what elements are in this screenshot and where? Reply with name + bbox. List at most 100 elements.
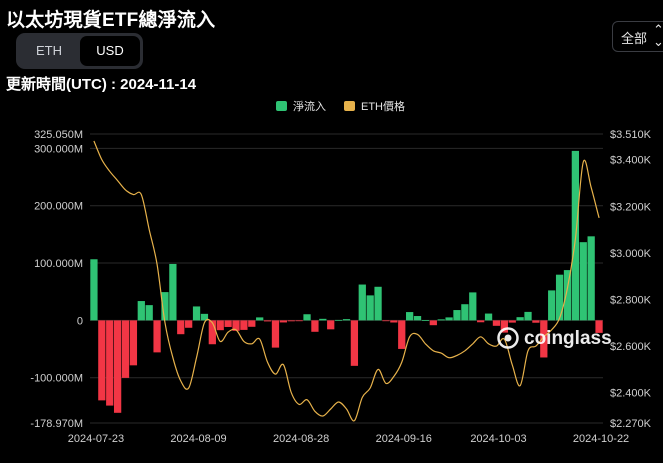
x-tick-label: 2024-08-28 (273, 433, 329, 445)
left-tick-label: 300.000M (34, 143, 83, 155)
x-tick-label: 2024-09-16 (376, 433, 432, 445)
right-tick-label: $2.800K (610, 294, 652, 306)
bar-23[interactable] (271, 320, 280, 348)
bar-0[interactable] (90, 259, 98, 321)
bar-42[interactable] (421, 320, 430, 321)
legend-label-inflow: 淨流入 (293, 101, 326, 113)
chart-legend: 淨流入 ETH價格 (0, 99, 663, 115)
bar-56[interactable] (532, 320, 540, 323)
legend-label-price: ETH價格 (361, 101, 405, 113)
bar-33[interactable] (350, 320, 359, 366)
left-tick-label: 100.000M (34, 258, 83, 270)
toggle-eth[interactable]: ETH (36, 43, 62, 58)
bar-17[interactable] (224, 320, 232, 327)
right-tick-label: $2.400K (610, 388, 652, 400)
bar-14[interactable] (200, 313, 209, 321)
bar-11[interactable] (177, 320, 185, 335)
bar-59[interactable] (555, 274, 564, 321)
bar-51[interactable] (492, 320, 501, 326)
range-select[interactable]: 全部 ⌃ ⌄ (612, 21, 663, 52)
bar-49[interactable] (477, 320, 485, 323)
bar-31[interactable] (334, 319, 343, 321)
legend-item-inflow[interactable]: 淨流入 (276, 99, 326, 115)
toggle-usd[interactable]: USD (80, 36, 140, 66)
right-tick-label: $2.600K (610, 341, 652, 353)
bar-25[interactable] (287, 320, 295, 322)
bar-10[interactable] (169, 263, 177, 321)
bar-24[interactable] (279, 320, 287, 323)
x-tick-label: 2024-10-03 (470, 433, 526, 445)
bar-63[interactable] (587, 236, 595, 321)
bar-18[interactable] (232, 320, 240, 331)
bar-13[interactable] (192, 306, 201, 321)
coinglass-logo-icon (497, 327, 519, 349)
bar-5[interactable] (129, 320, 138, 366)
right-tick-label: $3.400K (610, 155, 652, 167)
bar-43[interactable] (429, 320, 437, 326)
bar-40[interactable] (406, 312, 414, 321)
bar-1[interactable] (98, 320, 106, 401)
bar-58[interactable] (548, 290, 556, 321)
update-time: 更新時間(UTC) : 2024-11-14 (6, 76, 197, 93)
right-tick-label: $3.000K (610, 248, 652, 260)
bar-20[interactable] (248, 320, 256, 327)
bar-60[interactable] (563, 270, 572, 321)
chevron-updown-icon: ⌃ ⌄ (653, 22, 663, 49)
bar-57[interactable] (540, 320, 548, 358)
bar-8[interactable] (153, 320, 161, 353)
right-tick-label: $3.200K (610, 201, 652, 213)
right-tick-label: $3.510K (610, 129, 652, 141)
bar-52[interactable] (500, 320, 508, 333)
bar-53[interactable] (508, 320, 516, 323)
unit-toggle[interactable]: ETH USD (16, 33, 143, 69)
left-tick-label: 200.000M (34, 201, 83, 213)
bar-32[interactable] (342, 319, 351, 321)
bar-37[interactable] (382, 320, 390, 322)
bar-21[interactable] (256, 317, 264, 321)
x-tick-label: 2024-07-23 (68, 433, 124, 445)
bar-46[interactable] (453, 310, 461, 321)
bar-55[interactable] (524, 311, 532, 321)
bar-9[interactable] (161, 292, 169, 321)
bar-22[interactable] (263, 320, 272, 322)
bar-6[interactable] (137, 301, 145, 321)
bar-44[interactable] (437, 319, 445, 321)
range-select-value: 全部 (621, 31, 648, 46)
bar-30[interactable] (327, 320, 335, 330)
left-tick-label: -100.000M (30, 373, 83, 385)
x-tick-label: 2024-10-22 (573, 433, 629, 445)
bar-47[interactable] (461, 304, 469, 321)
legend-swatch-inflow (276, 101, 287, 112)
bar-39[interactable] (398, 320, 406, 349)
bar-41[interactable] (413, 316, 422, 321)
right-tick-label: $2.270K (610, 418, 652, 430)
bar-16[interactable] (216, 320, 224, 331)
bar-54[interactable] (516, 317, 524, 321)
bar-48[interactable] (469, 292, 477, 321)
bar-45[interactable] (445, 317, 453, 321)
bar-50[interactable] (484, 313, 493, 321)
bar-3[interactable] (113, 320, 122, 413)
bar-64[interactable] (595, 320, 603, 333)
bar-4[interactable] (121, 320, 130, 378)
bar-7[interactable] (145, 305, 153, 321)
bar-29[interactable] (319, 318, 327, 321)
bar-28[interactable] (311, 320, 319, 332)
bar-34[interactable] (358, 284, 366, 321)
bar-38[interactable] (390, 320, 398, 323)
bar-19[interactable] (240, 320, 248, 330)
bar-26[interactable] (295, 320, 303, 322)
price-line (93, 140, 600, 422)
left-tick-label: 0 (77, 315, 83, 327)
bar-62[interactable] (579, 242, 587, 321)
bar-27[interactable] (303, 314, 311, 321)
legend-item-price[interactable]: ETH價格 (344, 99, 405, 115)
x-tick-label: 2024-08-09 (170, 433, 226, 445)
bar-36[interactable] (374, 286, 382, 321)
bar-2[interactable] (106, 320, 114, 406)
bar-12[interactable] (185, 320, 193, 328)
watermark-text: coinglass (524, 328, 612, 349)
bar-15[interactable] (208, 320, 216, 345)
bar-35[interactable] (366, 295, 374, 321)
